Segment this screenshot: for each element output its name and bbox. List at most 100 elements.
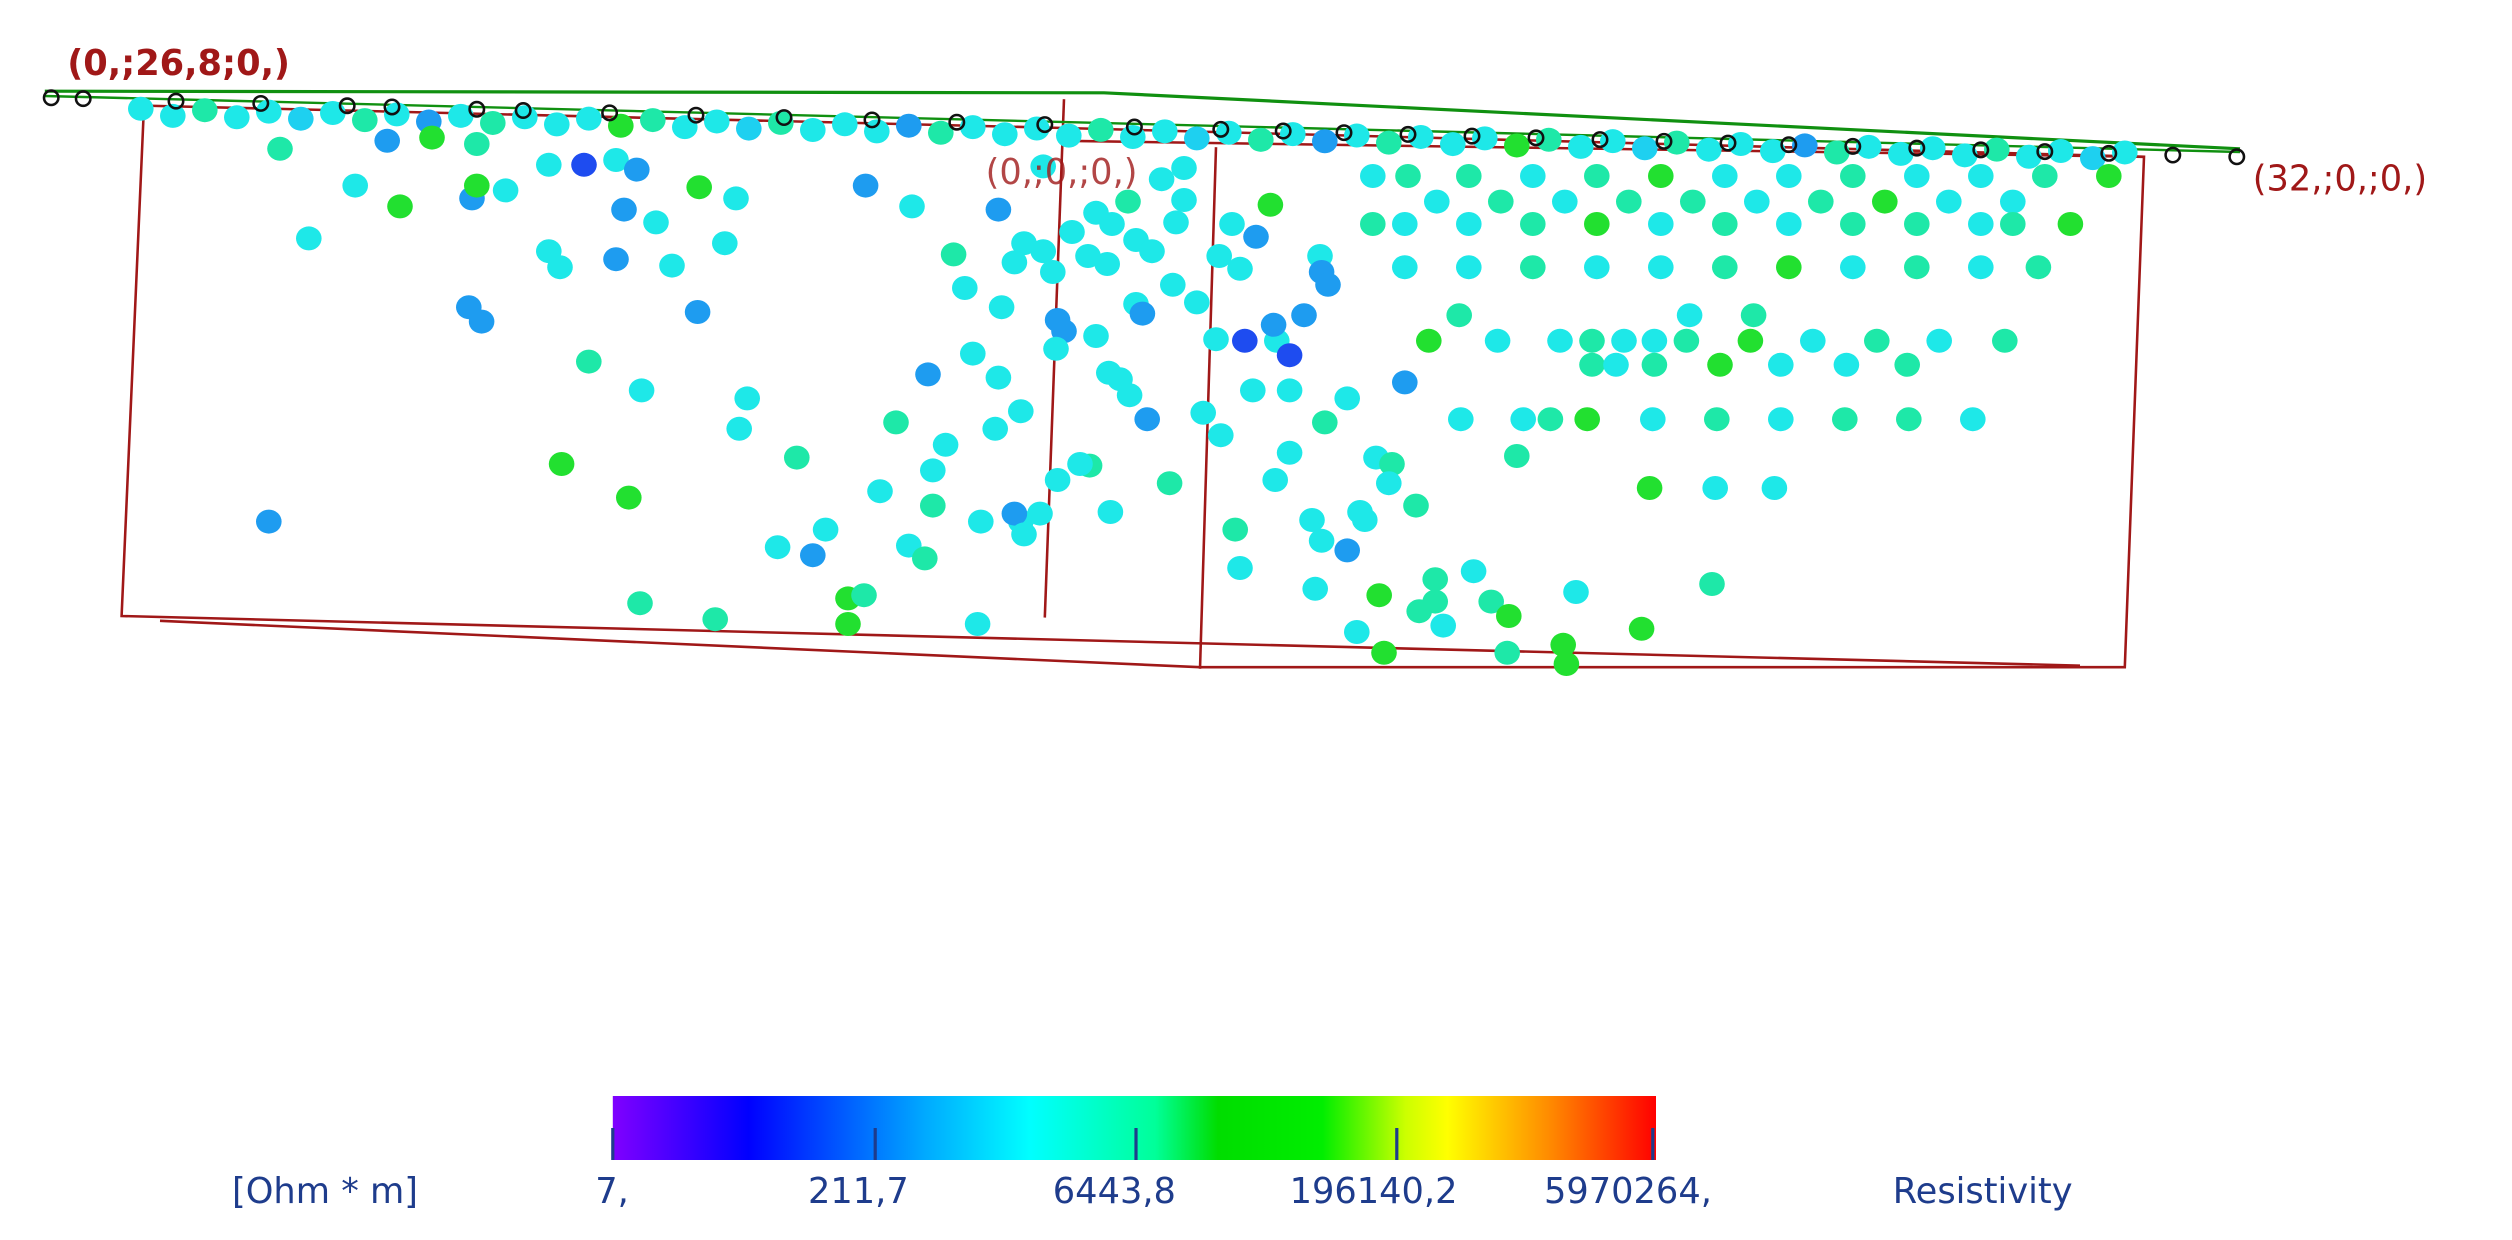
data-point — [2025, 255, 2052, 280]
data-point — [784, 445, 810, 470]
data-point — [920, 458, 946, 483]
data-point — [1712, 164, 1738, 188]
data-point — [1840, 255, 1866, 280]
data-point — [896, 113, 922, 138]
data-point — [1761, 476, 1788, 500]
data-point — [1257, 192, 1284, 217]
electrode — [1125, 118, 1143, 136]
data-point — [1936, 189, 1962, 214]
data-point — [1584, 164, 1610, 188]
electrode — [383, 98, 401, 116]
data-point — [1371, 640, 1397, 665]
color-bar-label: 6443,8 — [1053, 1171, 1176, 1212]
data-point — [1712, 212, 1738, 236]
data-point — [1280, 122, 1306, 147]
data-point — [1315, 272, 1341, 297]
data-point — [192, 98, 218, 123]
data-point — [643, 210, 669, 235]
data-point — [1968, 255, 1994, 280]
data-point — [1456, 255, 1482, 280]
data-point — [1171, 156, 1197, 180]
electrode — [863, 111, 881, 129]
data-point — [812, 517, 839, 542]
data-point — [1992, 328, 2018, 353]
data-point — [1833, 352, 1860, 377]
data-point — [536, 152, 562, 177]
electrode — [1036, 116, 1054, 134]
data-point — [702, 607, 728, 632]
data-point — [1083, 324, 1109, 348]
data-point — [1920, 136, 1946, 161]
data-point — [1030, 154, 1056, 179]
data-point — [1291, 303, 1317, 328]
data-point — [964, 612, 991, 636]
data-point — [1776, 255, 1802, 280]
data-point — [2096, 164, 2122, 188]
data-point — [547, 255, 573, 280]
electrode — [1399, 125, 1417, 143]
data-point — [384, 102, 410, 127]
color-bar: 7, 211,7 6443,8 196140,2 5970264, [Ohm * m] … — [232, 1096, 2073, 1212]
data-point — [1648, 255, 1674, 280]
data-point — [1740, 303, 1767, 328]
data-point — [1262, 468, 1288, 492]
data-point — [1206, 244, 1232, 268]
data-point — [256, 99, 282, 124]
data-point — [1232, 328, 1258, 353]
data-point — [2112, 140, 2138, 165]
data-point — [1744, 189, 1770, 214]
data-point — [1395, 164, 1421, 188]
data-point — [800, 117, 826, 142]
data-point — [1116, 383, 1143, 408]
data-point — [1430, 613, 1456, 638]
data-point — [1208, 423, 1234, 448]
data-point — [985, 197, 1012, 222]
data-point — [448, 103, 474, 128]
data-point — [712, 231, 738, 256]
data-point — [968, 509, 994, 534]
data-point — [952, 276, 978, 300]
data-point — [468, 309, 495, 334]
data-point — [1611, 328, 1637, 353]
data-point — [267, 136, 293, 161]
data-point — [1616, 189, 1642, 214]
data-point — [1001, 501, 1028, 526]
data-point — [726, 416, 752, 441]
color-bar-label: 5970264, — [1544, 1171, 1712, 1212]
data-point — [1352, 508, 1378, 532]
data-point — [1424, 189, 1450, 214]
electrode — [1655, 132, 1673, 150]
data-point — [1856, 134, 1882, 159]
data-point — [1184, 290, 1210, 315]
data-point — [1152, 119, 1178, 144]
surface-line — [44, 89, 2241, 151]
data-point — [2080, 146, 2106, 171]
data-point — [1422, 567, 1448, 592]
data-point — [686, 175, 712, 200]
data-point — [764, 535, 791, 560]
data-point — [1448, 407, 1474, 432]
data-point — [1504, 133, 1530, 158]
data-point — [544, 112, 570, 137]
data-point — [1568, 134, 1594, 159]
data-point — [1308, 528, 1335, 553]
data-point — [1334, 538, 1360, 563]
data-point — [1520, 164, 1546, 188]
data-point — [640, 108, 666, 133]
electrodes — [42, 89, 2246, 166]
data-point — [992, 122, 1018, 147]
data-point — [2000, 212, 2026, 236]
electrode — [1908, 139, 1926, 157]
data-point — [571, 152, 597, 177]
data-point — [1603, 352, 1629, 377]
electrode — [1274, 122, 1292, 140]
data-point — [1422, 589, 1448, 614]
data-point — [1097, 500, 1124, 524]
data-point — [624, 157, 650, 182]
data-point — [1547, 328, 1573, 353]
data-point — [1864, 328, 1890, 353]
data-point — [1219, 212, 1245, 236]
data-point — [1792, 133, 1818, 158]
electrode — [948, 113, 966, 131]
